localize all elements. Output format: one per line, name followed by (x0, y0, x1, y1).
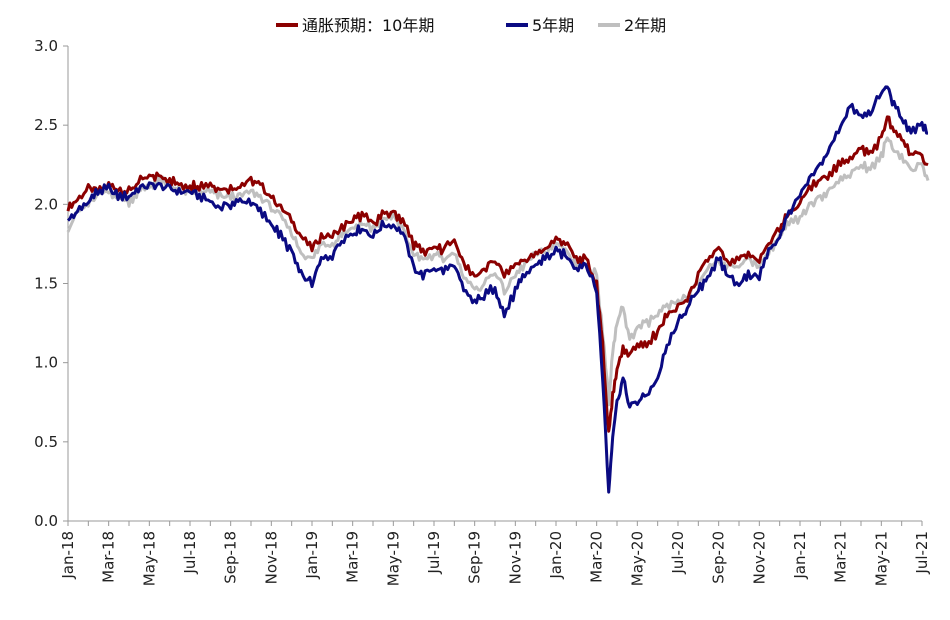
series-line-0 (66, 115, 929, 433)
y-tick-label: 0.5 (34, 433, 58, 451)
x-tick-label: Sep-19 (466, 531, 484, 584)
x-tick-label: Jul-21 (913, 531, 931, 575)
x-tick-label: Nov-19 (506, 531, 524, 584)
legend-label-0: 通胀预期：10年期 (302, 16, 434, 35)
x-axis: Jan-18 Mar-18 May-18 Jul-18 Sep-18 Nov-18 Jan-… (59, 520, 931, 586)
legend-label-2: 2年期 (624, 16, 666, 35)
x-tick-label: Mar-20 (588, 531, 606, 583)
x-tick-label: Sep-20 (710, 531, 728, 584)
y-tick-label: 1.0 (34, 354, 58, 372)
y-tick-label: 0.0 (34, 512, 58, 530)
x-tick-label: May-19 (384, 531, 402, 586)
x-tick-label: Jan-18 (59, 531, 77, 580)
y-tick-label: 2.5 (34, 116, 58, 134)
x-tick-label: Jan-20 (547, 531, 565, 580)
x-tick-label: Jan-19 (303, 531, 321, 580)
y-tick-label: 1.5 (34, 275, 58, 293)
y-tick-label: 2.0 (34, 195, 58, 213)
x-tick-label: Jan-21 (791, 531, 809, 580)
x-tick-label: Mar-21 (832, 531, 850, 583)
x-tick-label: Mar-18 (100, 531, 118, 583)
x-tick-label: May-20 (628, 531, 646, 586)
x-tick-label: Jul-20 (669, 531, 687, 575)
plot-area (66, 85, 930, 494)
x-tick-label: Jul-18 (181, 531, 199, 575)
y-axis: 0.0 0.5 1.0 1.5 2.0 2.5 3.0 (34, 37, 69, 530)
series-line-1 (66, 85, 928, 494)
x-tick-label: Nov-20 (750, 531, 768, 584)
legend-label-1: 5年期 (532, 16, 574, 35)
x-tick-label: Jul-19 (425, 531, 443, 575)
x-tick-label: Sep-18 (222, 531, 240, 584)
chart-legend: 通胀预期：10年期 5年期 2年期 (276, 16, 666, 35)
series-line-2 (66, 136, 930, 407)
x-tick-label: May-18 (140, 531, 158, 586)
x-tick-label: Nov-18 (262, 531, 280, 584)
x-tick-label: May-21 (872, 531, 890, 586)
x-tick-label: Mar-19 (344, 531, 362, 583)
y-tick-label: 3.0 (34, 37, 58, 55)
